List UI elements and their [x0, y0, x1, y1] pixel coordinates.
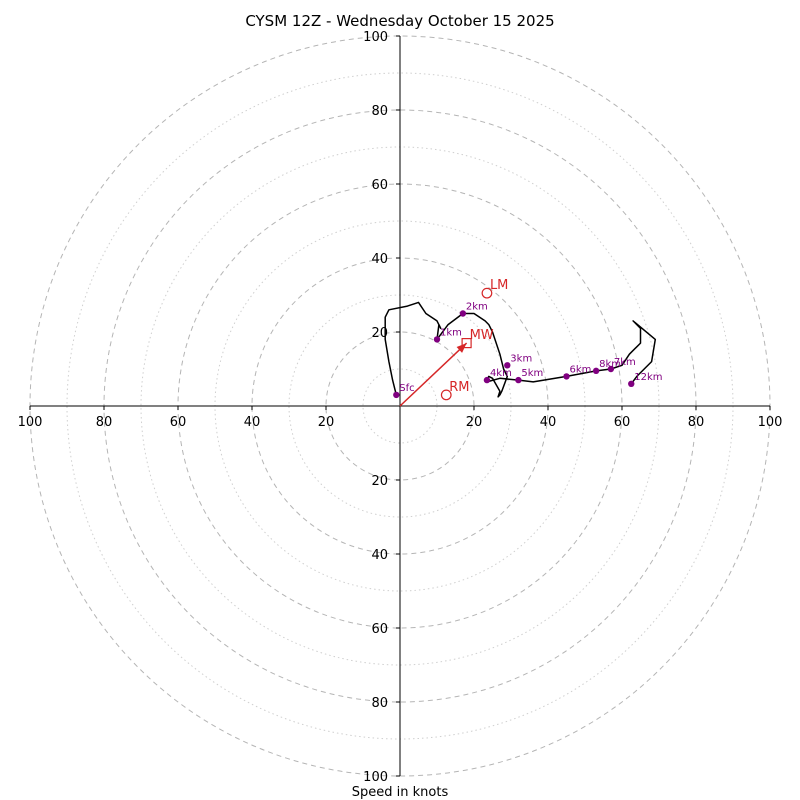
x-tick-label: 80 — [96, 415, 113, 430]
height-marker — [483, 376, 491, 384]
height-marker — [393, 391, 400, 399]
x-tick-label: 60 — [170, 415, 187, 430]
tick-labels: 100 100 100 100 80 80 80 80 60 60 60 60 40 40 40 40 20 20… — [18, 30, 783, 785]
storm-motion-label: RM — [449, 380, 469, 395]
height-label: 8km — [599, 359, 621, 370]
height-marker — [563, 373, 570, 380]
height-label: 5km — [521, 368, 543, 379]
height-marker — [628, 380, 635, 387]
height-label: Sfc — [399, 383, 414, 394]
x-tick-label: 40 — [540, 415, 557, 430]
x-tick-label: 100 — [18, 415, 43, 430]
y-tick-label: 100 — [363, 770, 388, 785]
x-tick-label: 20 — [318, 415, 335, 430]
x-tick-label: 100 — [758, 415, 783, 430]
x-tick-label: 20 — [466, 415, 483, 430]
height-marker — [592, 367, 600, 375]
x-axis-label: Speed in knots — [352, 785, 449, 800]
height-label: 2km — [466, 302, 488, 313]
height-label: 12km — [634, 372, 662, 383]
x-tick-label: 60 — [614, 415, 631, 430]
y-tick-label: 60 — [371, 178, 388, 193]
y-tick-label: 40 — [371, 252, 388, 267]
height-marker — [504, 362, 511, 369]
height-label: 6km — [570, 364, 592, 375]
storm-motion-label: MW — [470, 328, 494, 343]
y-tick-label: 80 — [371, 696, 388, 711]
height-marker — [433, 336, 441, 343]
storm-motion-marker — [440, 389, 452, 401]
y-tick-label: 40 — [371, 548, 388, 563]
height-label: 4km — [490, 368, 512, 379]
height-label: 7km — [614, 357, 636, 368]
height-label: 1km — [440, 327, 462, 338]
y-tick-label: 20 — [371, 326, 388, 341]
y-tick-label: 20 — [371, 474, 388, 489]
storm-motion-marker — [461, 338, 472, 349]
x-tick-label: 40 — [244, 415, 261, 430]
y-tick-label: 80 — [371, 104, 388, 119]
y-tick-label: 100 — [363, 30, 388, 45]
mean-wind-arrow — [399, 342, 468, 407]
chart-title: CYSM 12Z - Wednesday October 15 2025 — [245, 12, 554, 30]
height-marker — [459, 310, 467, 317]
storm-motion-label: LM — [490, 278, 508, 293]
height-marker — [607, 365, 615, 373]
height-label: 3km — [510, 353, 532, 364]
x-tick-label: 80 — [688, 415, 705, 430]
height-marker — [515, 376, 522, 384]
storm-motion-marker — [481, 287, 493, 299]
hodograph-trace-line — [384, 301, 657, 398]
y-tick-label: 60 — [371, 622, 388, 637]
